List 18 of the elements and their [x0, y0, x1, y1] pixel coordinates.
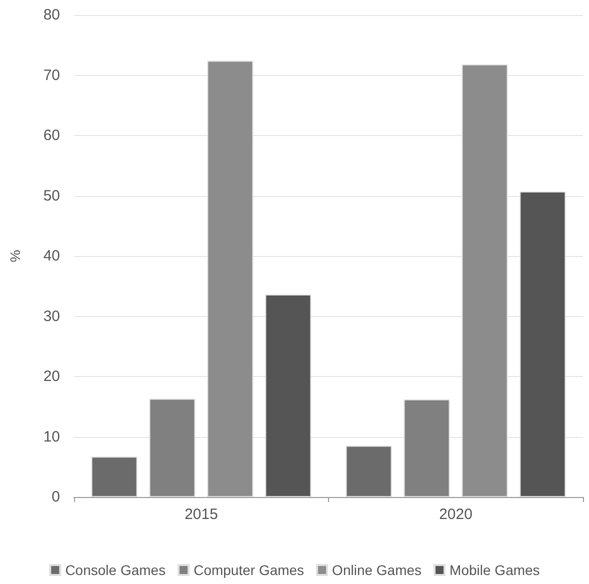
y-tick-label: 0 [52, 488, 60, 506]
x-tick-label: 2020 [439, 506, 472, 523]
y-tick-label: 30 [43, 308, 60, 325]
y-tick-label: 70 [43, 66, 60, 84]
x-tick-label: 2015 [184, 506, 218, 523]
y-tick-label: 80 [43, 6, 60, 24]
y-axis-title: % [7, 250, 23, 262]
legend-label: Console Games [65, 562, 166, 578]
y-tick-label: 10 [43, 428, 60, 446]
y-tick-label: 40 [43, 248, 60, 264]
bar [91, 456, 138, 497]
legend-label: Mobile Games [450, 562, 540, 578]
legend-label: Online Games [332, 562, 422, 578]
legend-label: Computer Games [194, 562, 304, 578]
bar [346, 446, 392, 497]
y-tick-label: 20 [43, 368, 60, 385]
y-tick-label: 60 [43, 127, 60, 144]
y-tick-label: 50 [43, 187, 60, 204]
